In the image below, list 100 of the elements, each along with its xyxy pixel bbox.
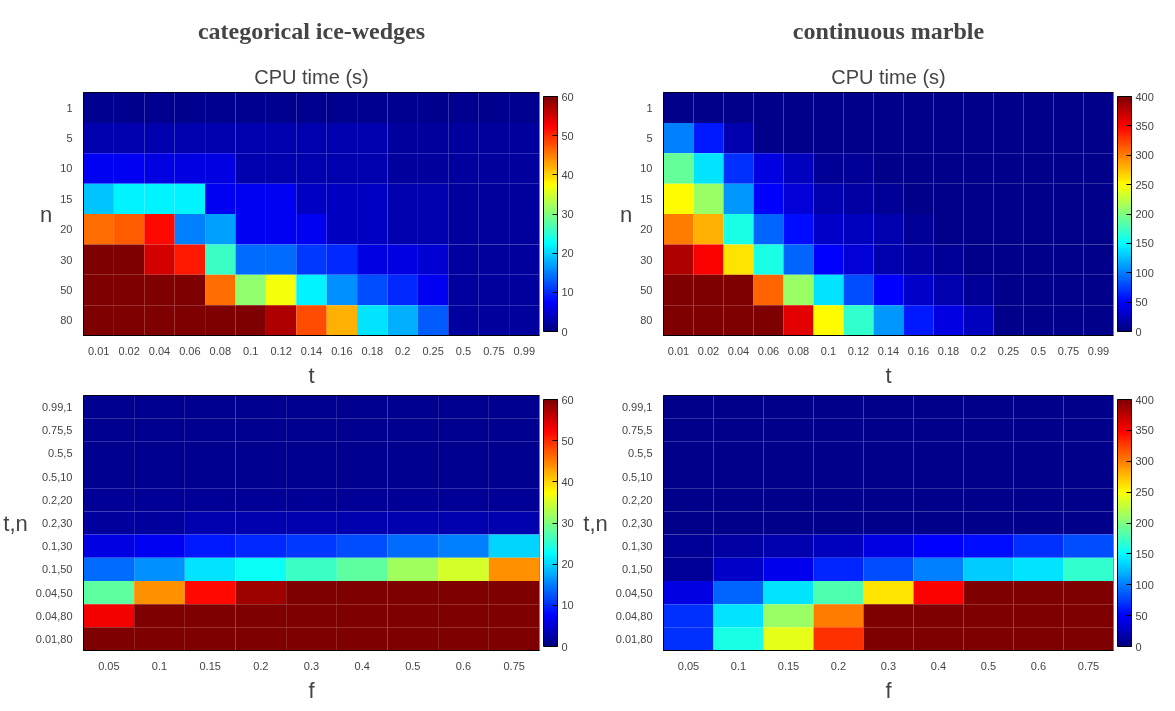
color-bar-label: 30 xyxy=(561,208,574,220)
y-tick-label: 0.5,10 xyxy=(41,470,73,483)
x-tick-label: 0.18 xyxy=(937,344,960,357)
y-tick-label: 20 xyxy=(640,223,653,236)
color-bar-label: 200 xyxy=(1135,208,1154,220)
y-tick-label: 30 xyxy=(640,253,653,266)
x-tick-label: 0.3 xyxy=(303,659,320,672)
x-tick-label: 0.5 xyxy=(455,344,472,357)
y-tick-label: 0.01,80 xyxy=(615,632,653,645)
y-axis-title: n xyxy=(40,201,53,227)
x-tick-label: 0.1 xyxy=(730,659,747,672)
x-tick-label: 0.2 xyxy=(830,659,847,672)
x-tick-label: 0.4 xyxy=(930,659,947,672)
color-bar-label: 50 xyxy=(1135,296,1148,309)
x-tick-label: 0.5 xyxy=(1030,344,1047,357)
y-tick-label: 20 xyxy=(60,223,73,236)
y-tick-label: 0.1,30 xyxy=(41,540,73,553)
x-tick-label: 0.01 xyxy=(88,344,110,357)
color-bar-label: 50 xyxy=(561,434,574,447)
y-tick-label: 15 xyxy=(60,192,73,205)
color-bar-label: 60 xyxy=(561,393,574,406)
y-tick-label: 1 xyxy=(66,101,73,114)
y-axis-title: t,n xyxy=(583,510,608,536)
x-tick-label: 0.04 xyxy=(727,344,750,357)
x-axis-title: f xyxy=(308,677,316,703)
x-tick-label: 0.15 xyxy=(199,659,221,672)
y-tick-label: 0.99,1 xyxy=(41,401,73,414)
y-tick-label: 30 xyxy=(60,253,73,266)
y-tick-label: 0.5,5 xyxy=(628,447,653,460)
y-tick-label: 0.1,50 xyxy=(41,563,73,576)
y-tick-label: 0.99,1 xyxy=(621,401,653,414)
x-tick-label: 0.01 xyxy=(667,344,690,357)
color-bar-label: 20 xyxy=(561,247,574,260)
color-bar-label: 10 xyxy=(561,286,574,299)
x-tick-label: 0.99 xyxy=(513,344,536,357)
x-tick-label: 0.05 xyxy=(677,659,700,672)
color-bar-label: 250 xyxy=(1135,178,1154,191)
x-tick-label: 0.12 xyxy=(270,344,292,357)
y-tick-label: 0.04,80 xyxy=(615,609,653,622)
x-tick-label: 0.16 xyxy=(907,344,930,357)
x-tick-label: 0.25 xyxy=(422,344,444,357)
color-bar-label: 400 xyxy=(1135,393,1154,406)
color-bar-label: 10 xyxy=(561,599,574,612)
y-tick-label: 10 xyxy=(640,162,653,175)
y-tick-label: 0.2,30 xyxy=(621,517,653,529)
y-tick-label: 0.04,80 xyxy=(35,609,73,622)
color-bar-label: 200 xyxy=(1135,517,1154,529)
x-axis-title: t xyxy=(885,362,892,388)
color-bar-label: 40 xyxy=(561,168,574,181)
x-tick-label: 0.02 xyxy=(118,344,140,357)
y-tick-label: 50 xyxy=(60,283,73,296)
y-tick-label: 0.5,5 xyxy=(48,447,73,460)
chart-title: CPU time (s) xyxy=(254,65,369,88)
color-bar-label: 350 xyxy=(1135,424,1154,437)
x-tick-label: 0.2 xyxy=(970,344,987,357)
color-bar-label: 400 xyxy=(1135,90,1154,103)
y-axis-title: t,n xyxy=(3,510,28,536)
color-bar-label: 150 xyxy=(1135,237,1154,250)
x-tick-label: 0.04 xyxy=(148,344,171,357)
x-tick-label: 0.06 xyxy=(757,344,780,357)
chart-title: CPU time (s) xyxy=(831,65,946,88)
x-tick-label: 0.99 xyxy=(1087,344,1110,357)
x-axis-title: f xyxy=(885,677,893,703)
color-bar-label: 250 xyxy=(1135,486,1154,499)
x-tick-label: 0.16 xyxy=(331,344,353,357)
x-tick-label: 0.75 xyxy=(503,659,525,672)
x-tick-label: 0.02 xyxy=(697,344,720,357)
color-bar-label: 0 xyxy=(1135,325,1142,338)
color-bar-label: 60 xyxy=(561,90,574,103)
x-tick-label: 0.14 xyxy=(300,344,323,357)
y-tick-label: 10 xyxy=(60,162,73,175)
y-tick-label: 0.04,50 xyxy=(35,586,73,599)
color-bar-label: 50 xyxy=(561,129,574,142)
x-tick-label: 0.2 xyxy=(253,659,269,672)
x-tick-label: 0.75 xyxy=(1077,659,1100,672)
color-bar-label: 30 xyxy=(561,517,574,529)
x-tick-label: 0.06 xyxy=(179,344,201,357)
color-bar-label: 0 xyxy=(1135,640,1142,653)
y-tick-label: 0.1,30 xyxy=(621,540,653,553)
color-bar-label: 150 xyxy=(1135,547,1154,560)
y-tick-label: 0.04,50 xyxy=(615,586,653,599)
x-tick-label: 0.4 xyxy=(354,659,370,672)
y-tick-label: 0.01,80 xyxy=(35,632,73,645)
color-bar-label: 350 xyxy=(1135,119,1154,132)
y-tick-label: 50 xyxy=(640,283,653,296)
x-tick-label: 0.1 xyxy=(243,344,259,357)
x-tick-label: 0.2 xyxy=(395,344,411,357)
y-tick-label: 0.75,5 xyxy=(621,424,653,437)
y-tick-label: 80 xyxy=(640,314,653,327)
color-bar-label: 20 xyxy=(561,558,574,571)
x-tick-label: 0.12 xyxy=(847,344,870,357)
x-tick-label: 0.6 xyxy=(1030,659,1047,672)
x-tick-label: 0.08 xyxy=(209,344,232,357)
y-tick-label: 5 xyxy=(66,132,73,145)
x-tick-label: 0.5 xyxy=(980,659,997,672)
x-tick-label: 0.08 xyxy=(787,344,810,357)
y-tick-label: 80 xyxy=(60,314,73,327)
color-bar-label: 100 xyxy=(1135,266,1154,279)
color-bar-label: 300 xyxy=(1135,455,1154,468)
color-bar-label: 50 xyxy=(1135,609,1148,622)
